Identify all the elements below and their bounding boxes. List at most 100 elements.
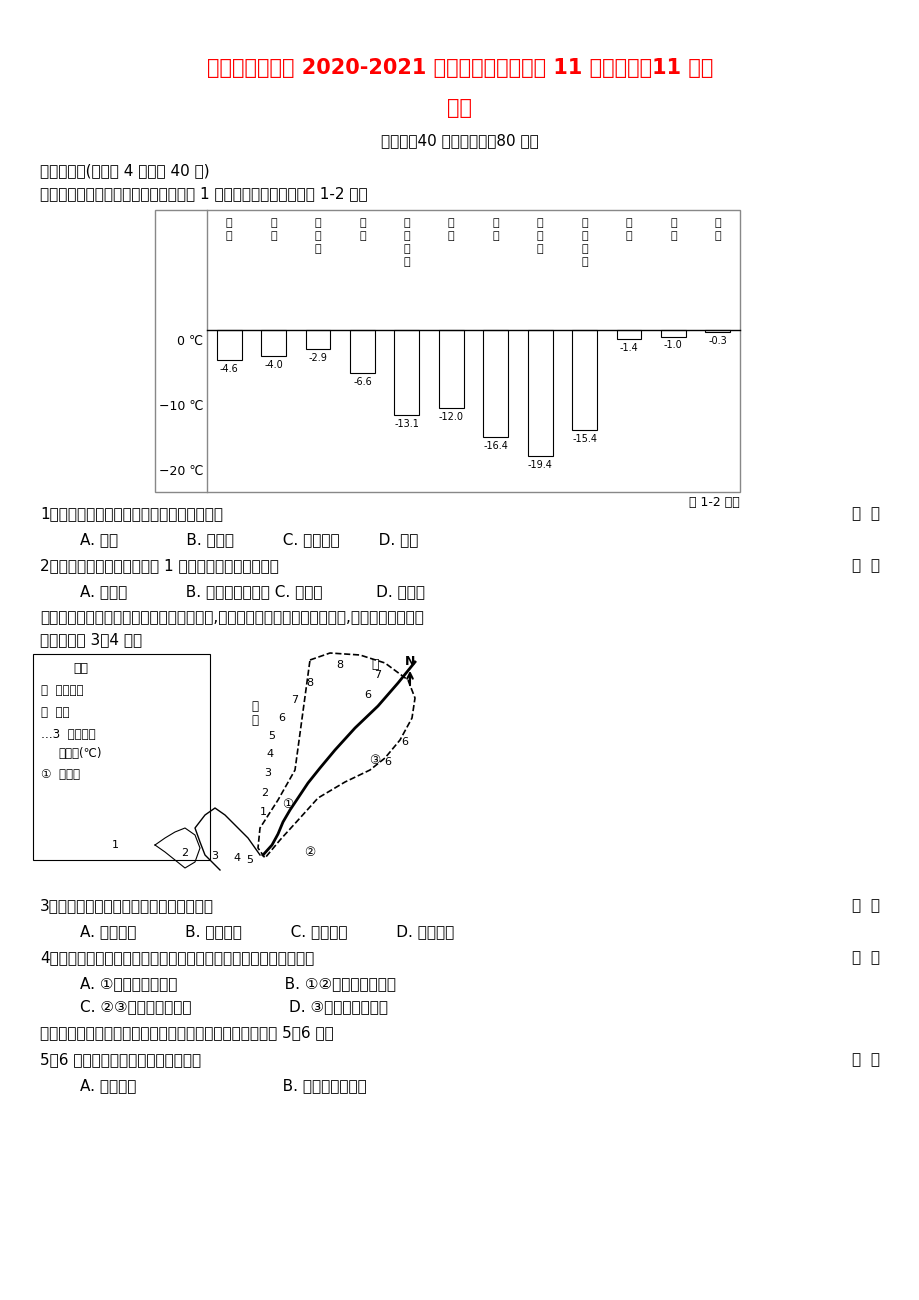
Bar [528,330,552,456]
Text: 河: 河 [371,658,379,671]
Text: 长: 长 [492,231,498,240]
Text: 太: 太 [358,231,366,240]
Text: -19.4: -19.4 [528,460,552,471]
Text: 春: 春 [492,218,498,227]
Text: 7: 7 [374,670,381,680]
Text: 天: 天 [270,231,277,240]
Text: 第 1-2 题图: 第 1-2 题图 [688,497,739,510]
Text: 黄: 黄 [251,699,258,712]
Bar [572,330,596,430]
Text: -0.3: -0.3 [708,335,726,346]
Text: ②: ② [304,845,315,858]
Text: 庄: 庄 [314,218,321,227]
Bar [305,330,330,348]
Text: 5．6 月份对应的曲线相对平直，表明: 5．6 月份对应的曲线相对平直，表明 [40,1052,201,1067]
Text: 5: 5 [246,855,254,865]
Text: 3: 3 [265,768,271,777]
Text: 6: 6 [278,712,285,723]
Text: 四川省沫若中学 2020-2021 学年高二地理上学期 11 周周考练（11 月）: 四川省沫若中学 2020-2021 学年高二地理上学期 11 周周考练（11 月… [207,58,712,78]
Text: 京: 京 [226,218,233,227]
Text: （  ）: （ ） [851,506,879,521]
Text: 图例: 图例 [73,662,88,675]
Text: −10 ℃: −10 ℃ [158,400,203,413]
Bar [438,330,463,408]
Text: -2.9: -2.9 [308,352,327,363]
Bar [394,330,419,415]
Text: 8: 8 [336,660,343,670]
Text: 6: 6 [401,737,408,747]
Text: 石: 石 [314,244,321,254]
Text: 家: 家 [314,231,321,240]
Text: 1．下列城市中，最靠近秦岭一淮河一线的是: 1．下列城市中，最靠近秦岭一淮河一线的是 [40,506,222,521]
Text: A. 距海远            B. 距冬季风源地远 C. 纬度高           D. 地势高: A. 距海远 B. 距冬季风源地远 C. 纬度高 D. 地势高 [80,584,425,599]
Text: ～  河流: ～ 河流 [41,706,70,719]
Text: 尔: 尔 [536,231,543,240]
Text: 7: 7 [291,696,299,705]
Text: -4.6: -4.6 [220,364,238,374]
Text: ③: ③ [369,754,380,767]
Text: 特: 特 [403,218,410,227]
Text: （  ）: （ ） [851,898,879,913]
Text: 浩: 浩 [403,231,410,240]
Text: 津: 津 [270,218,277,227]
Text: 北: 北 [226,231,233,240]
Text: 呼: 呼 [403,257,410,266]
Text: 试题: 试题 [447,98,472,118]
Text: 2．与其他城市比较，哈尔滨 1 月气温偏低的主要原因是: 2．与其他城市比较，哈尔滨 1 月气温偏低的主要原因是 [40,558,278,573]
Bar [349,330,374,373]
Text: 和: 和 [403,244,410,254]
Text: 4．根据图上信息推断，该支流上可建水电站数量最多的河段可能是: 4．根据图上信息推断，该支流上可建水电站数量最多的河段可能是 [40,950,314,965]
Text: 下图为黄河某支流流域年均气温分布示意图,该支流上已经建设了多个水电站,实现了梯级开发。: 下图为黄河某支流流域年均气温分布示意图,该支流上已经建设了多个水电站,实现了梯级… [40,610,424,625]
Text: 州: 州 [714,218,720,227]
Text: 3: 3 [211,852,219,861]
Text: 原: 原 [358,218,366,227]
Text: 哈: 哈 [536,244,543,254]
Text: 4: 4 [267,749,273,759]
Text: A. 雨带停滞                              B. 冬季风势力强盛: A. 雨带停滞 B. 冬季风势力强盛 [80,1078,367,1093]
Text: 6: 6 [364,690,371,699]
Text: C. ②③水文站之间河段                    D. ③水文站以下河段: C. ②③水文站之间河段 D. ③水文站以下河段 [80,998,388,1014]
Text: A. 太原              B. 石家庄          C. 乌鲁木齐        D. 郑州: A. 太原 B. 石家庄 C. 乌鲁木齐 D. 郑州 [80,532,418,547]
Text: −20 ℃: −20 ℃ [158,465,203,478]
Text: -12.0: -12.0 [438,412,463,423]
Text: -16.4: -16.4 [482,441,507,451]
Text: 安: 安 [669,218,676,227]
Text: 2: 2 [181,848,188,858]
Bar [154,211,739,491]
Text: 气候多样、季风显著。读我国部分城市 1 月平均气温柱状图，回答 1-2 题。: 气候多样、季风显著。读我国部分城市 1 月平均气温柱状图，回答 1-2 题。 [40,186,368,202]
Text: 木: 木 [581,231,587,240]
Text: A. ①水文站以上河段                      B. ①②水文站之间河段: A. ①水文站以上河段 B. ①②水文站之间河段 [80,976,395,991]
Text: -1.4: -1.4 [618,343,638,354]
Text: ①  水文站: ① 水文站 [41,768,80,781]
Text: ①: ① [282,798,293,811]
Bar [616,330,641,339]
Bar [705,330,730,332]
Text: N: N [404,655,414,668]
Bar [33,654,210,861]
Text: 2: 2 [261,788,268,798]
Bar [217,330,242,360]
Text: 乌: 乌 [581,257,587,266]
Bar [482,330,507,437]
Bar [261,330,286,356]
Text: 郑: 郑 [714,231,720,240]
Text: 3．影响图示地区年均温分布的主要因素是: 3．影响图示地区年均温分布的主要因素是 [40,898,214,913]
Text: 读图，回答 3～4 题。: 读图，回答 3～4 题。 [40,632,142,647]
Text: 1: 1 [111,840,119,850]
Text: -13.1: -13.1 [394,419,419,429]
Text: （  ）: （ ） [851,950,879,965]
Text: 沈: 沈 [448,231,454,240]
Text: 8: 8 [306,679,313,688]
Text: （时间：40 分钟，满分：80 分）: （时间：40 分钟，满分：80 分） [380,133,539,148]
Text: …3  年平均温: …3 年平均温 [41,728,96,741]
Text: 鲁: 鲁 [581,244,587,254]
Text: 一、选择题(每小题 4 分，共 40 分): 一、选择题(每小题 4 分，共 40 分) [40,162,210,178]
Text: 阳: 阳 [448,218,454,227]
Text: 1: 1 [259,807,267,816]
Text: -1.0: -1.0 [664,341,682,351]
Text: （  ）: （ ） [851,1052,879,1067]
Text: （  ）: （ ） [851,558,879,573]
Text: A. 纬度位置          B. 大气环流          C. 地形地势          D. 海陆位置: A. 纬度位置 B. 大气环流 C. 地形地势 D. 海陆位置 [80,924,454,939]
Text: -6.6: -6.6 [353,377,371,387]
Text: 4: 4 [233,853,240,863]
